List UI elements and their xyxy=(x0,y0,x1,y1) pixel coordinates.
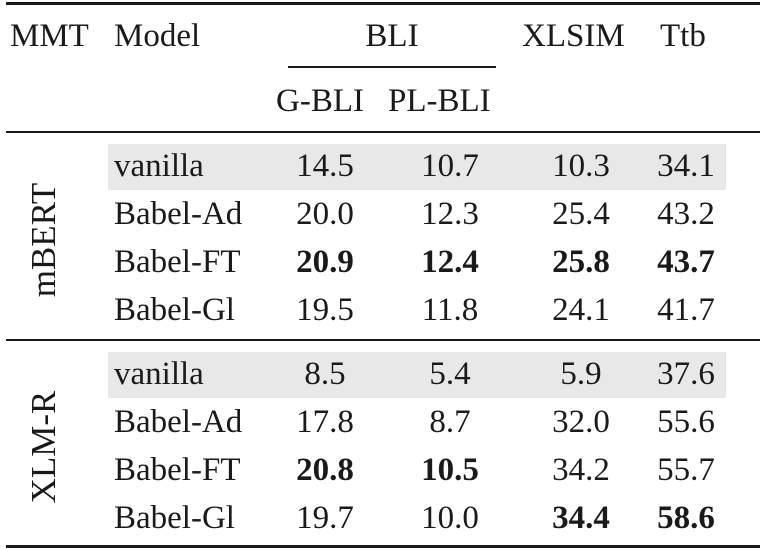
cell-model: Babel-Ad xyxy=(114,404,243,440)
cell-xlsim: 32.0 xyxy=(552,404,610,440)
cell-model: Babel-Gl xyxy=(114,500,235,536)
cell-plbli: 10.7 xyxy=(421,148,479,184)
header-plbli: PL-BLI xyxy=(388,83,491,119)
cell-xlsim: 25.8 xyxy=(552,244,610,280)
cell-gbli: 8.5 xyxy=(304,356,346,392)
group-label-xlmr: XLM-R xyxy=(24,390,63,504)
cell-ttb: 37.6 xyxy=(657,356,715,392)
cell-gbli: 20.8 xyxy=(296,452,354,488)
top-rule xyxy=(6,2,760,5)
cell-model: Babel-FT xyxy=(114,244,241,280)
cell-xlsim: 5.9 xyxy=(560,356,602,392)
cell-plbli: 12.4 xyxy=(421,244,479,280)
cell-ttb: 43.2 xyxy=(657,196,715,232)
cell-plbli: 12.3 xyxy=(421,196,479,232)
cell-xlsim: 25.4 xyxy=(552,196,610,232)
header-mmt: MMT xyxy=(10,18,89,54)
cell-xlsim: 34.2 xyxy=(552,452,610,488)
header-gbli: G-BLI xyxy=(276,83,364,119)
cell-gbli: 19.7 xyxy=(296,500,354,536)
cell-xlsim: 34.4 xyxy=(552,500,610,536)
header-xlsim: XLSIM xyxy=(522,18,625,54)
header-rule xyxy=(6,131,760,133)
cell-plbli: 5.4 xyxy=(429,356,471,392)
cell-xlsim: 10.3 xyxy=(552,148,610,184)
group-label-mbert: mBERT xyxy=(24,182,63,298)
cell-model: vanilla xyxy=(114,148,204,184)
cell-plbli: 11.8 xyxy=(421,292,479,328)
cell-plbli: 10.5 xyxy=(421,452,479,488)
bli-cmidrule xyxy=(288,66,496,68)
cell-model: Babel-Gl xyxy=(114,292,235,328)
group-rule xyxy=(6,339,760,341)
cell-ttb: 43.7 xyxy=(657,244,715,280)
cell-gbli: 20.0 xyxy=(296,196,354,232)
shaded-row-background xyxy=(108,352,726,398)
header-ttb: Ttb xyxy=(660,18,706,54)
header-bli: BLI xyxy=(365,18,419,54)
cell-gbli: 19.5 xyxy=(296,292,354,328)
cell-model: Babel-Ad xyxy=(114,196,243,232)
cell-gbli: 20.9 xyxy=(296,244,354,280)
cell-ttb: 55.7 xyxy=(657,452,715,488)
cell-gbli: 14.5 xyxy=(296,148,354,184)
cell-gbli: 17.8 xyxy=(296,404,354,440)
cell-ttb: 55.6 xyxy=(657,404,715,440)
bottom-rule xyxy=(6,545,760,548)
shaded-row-background xyxy=(108,144,726,190)
cell-ttb: 34.1 xyxy=(657,148,715,184)
cell-model: Babel-FT xyxy=(114,452,241,488)
cell-model: vanilla xyxy=(114,356,204,392)
cell-plbli: 10.0 xyxy=(421,500,479,536)
cell-ttb: 41.7 xyxy=(657,292,715,328)
cell-ttb: 58.6 xyxy=(657,500,715,536)
cell-xlsim: 24.1 xyxy=(552,292,610,328)
header-model: Model xyxy=(114,18,201,54)
cell-plbli: 8.7 xyxy=(429,404,471,440)
